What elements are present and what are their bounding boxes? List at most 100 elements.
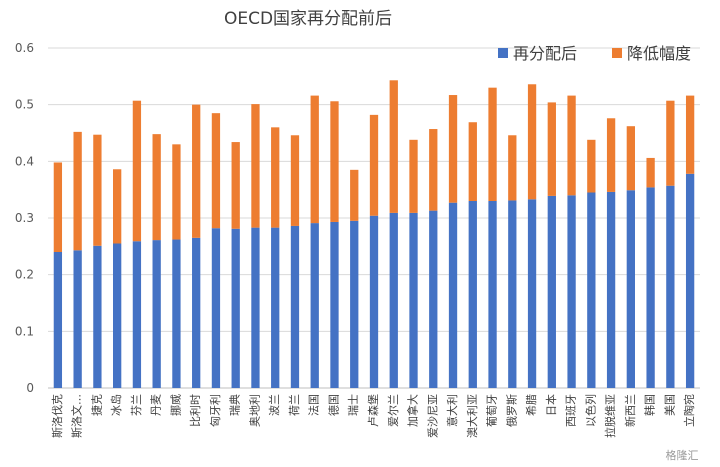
x-tick-label: 法国: [307, 394, 321, 416]
watermark-text: 格隆汇: [666, 448, 699, 462]
bar-reduction: [271, 127, 280, 228]
x-tick-label: 爱尔兰: [387, 394, 400, 427]
bar-reduction: [93, 134, 102, 246]
bar-reduction: [290, 135, 300, 226]
bar-redistributed: [53, 252, 63, 388]
x-tick-label: 韩国: [643, 394, 657, 416]
bar-reduction: [211, 113, 221, 229]
bar-redistributed: [231, 228, 240, 388]
bar-redistributed: [409, 212, 418, 388]
bar-reduction: [527, 84, 537, 200]
bar-reduction: [646, 157, 655, 188]
bar-reduction: [350, 169, 359, 221]
bar-reduction: [567, 95, 576, 196]
x-tick-label: 瑞典: [228, 394, 242, 416]
bar-redistributed: [113, 243, 122, 388]
x-tick-label: 俄罗斯: [505, 394, 518, 427]
chart-title: OECD国家再分配前后: [224, 9, 392, 29]
bar-reduction: [152, 134, 161, 241]
bar-redistributed: [290, 225, 300, 388]
x-tick-label: 以色列: [583, 394, 597, 427]
bar-redistributed: [310, 223, 319, 388]
bar-redistributed: [389, 212, 398, 388]
x-tick-label: 加拿大: [406, 394, 420, 427]
bar-redistributed: [468, 201, 477, 388]
x-tick-label: 希腊: [524, 394, 538, 416]
x-tick-label: 西班牙: [565, 394, 578, 427]
bar-redistributed: [606, 191, 616, 388]
bar-redistributed: [488, 201, 497, 388]
y-tick-label: 0.5: [15, 98, 34, 112]
y-tick-label: 0.1: [15, 324, 34, 338]
bar-reduction: [409, 139, 418, 213]
x-tick-label: 德国: [326, 394, 340, 416]
x-axis: 斯洛伐克 斯洛文… 捷克 冰岛 芬兰 丹麦 挪威 比利时 匈牙利 瑞典 奥地利 波兰 荷兰 法国 德国 瑞士卢…: [50, 394, 696, 438]
x-tick-label: 意大利: [445, 394, 459, 427]
legend-swatch-redistributed: [498, 48, 508, 58]
bars: [53, 80, 695, 388]
bar-redistributed: [685, 173, 695, 388]
bar-reduction: [231, 142, 240, 229]
x-tick-label: 斯洛文…: [70, 394, 84, 438]
bar-reduction: [389, 80, 398, 213]
bar-reduction: [606, 118, 616, 192]
bar-reduction: [73, 131, 82, 251]
y-tick-label: 0.6: [15, 41, 34, 55]
bar-redistributed: [73, 250, 82, 388]
bar-reduction: [547, 102, 556, 196]
bar-redistributed: [666, 185, 675, 388]
x-tick-label: 荷兰: [288, 394, 301, 416]
bar-reduction: [172, 144, 181, 240]
x-tick-label: 挪威: [168, 394, 182, 416]
bar-redistributed: [508, 200, 517, 388]
bar-reduction: [685, 95, 695, 174]
bar-redistributed: [271, 227, 280, 388]
bar-reduction: [192, 104, 201, 238]
bar-redistributed: [429, 210, 438, 388]
bar-redistributed: [132, 241, 142, 388]
bar-redistributed: [369, 215, 379, 388]
x-tick-label: 捷克: [89, 394, 103, 416]
x-tick-label: 冰岛: [109, 394, 123, 416]
bar-reduction: [310, 95, 319, 224]
bar-redistributed: [192, 237, 201, 388]
bar-reduction: [468, 122, 477, 201]
x-tick-label: 拉脱维亚: [603, 394, 617, 438]
bar-redistributed: [93, 245, 102, 388]
bar-reduction: [429, 129, 438, 211]
bar-redistributed: [211, 228, 221, 388]
bar-reduction: [666, 100, 675, 186]
bar-reduction: [448, 95, 458, 203]
bar-redistributed: [350, 220, 359, 388]
bar-reduction: [330, 101, 339, 222]
x-tick-label: 匈牙利: [208, 394, 222, 427]
bar-redistributed: [587, 192, 596, 388]
bar-reduction: [113, 169, 122, 244]
x-tick-label: 卢森堡: [366, 394, 380, 427]
bar-redistributed: [330, 221, 339, 388]
y-axis: 0 0.1 0.2 0.3 0.4 0.5 0.6: [15, 41, 34, 395]
bar-reduction: [626, 126, 635, 191]
x-tick-label: 美国: [663, 394, 676, 416]
x-tick-label: 立陶宛: [682, 394, 696, 427]
x-tick-label: 芬兰: [130, 394, 143, 416]
bar-reduction: [251, 104, 260, 228]
legend-label-reduction: 降低幅度: [627, 44, 691, 63]
bar-reduction: [132, 100, 142, 242]
bar-redistributed: [646, 187, 655, 388]
bar-redistributed: [152, 240, 161, 388]
y-tick-label: 0.3: [15, 211, 34, 225]
legend: 再分配后 降低幅度: [498, 44, 691, 63]
x-tick-label: 奥地利: [247, 394, 261, 427]
bar-redistributed: [448, 202, 458, 388]
bar-redistributed: [567, 195, 576, 388]
legend-label-redistributed: 再分配后: [513, 44, 577, 63]
y-tick-label: 0.2: [15, 268, 34, 282]
x-tick-label: 爱沙尼亚: [426, 394, 439, 438]
y-tick-label: 0.4: [15, 154, 34, 168]
bar-reduction: [369, 114, 379, 216]
x-tick-label: 新西兰: [623, 394, 637, 427]
legend-swatch-reduction: [612, 48, 622, 58]
bar-reduction: [488, 87, 497, 201]
